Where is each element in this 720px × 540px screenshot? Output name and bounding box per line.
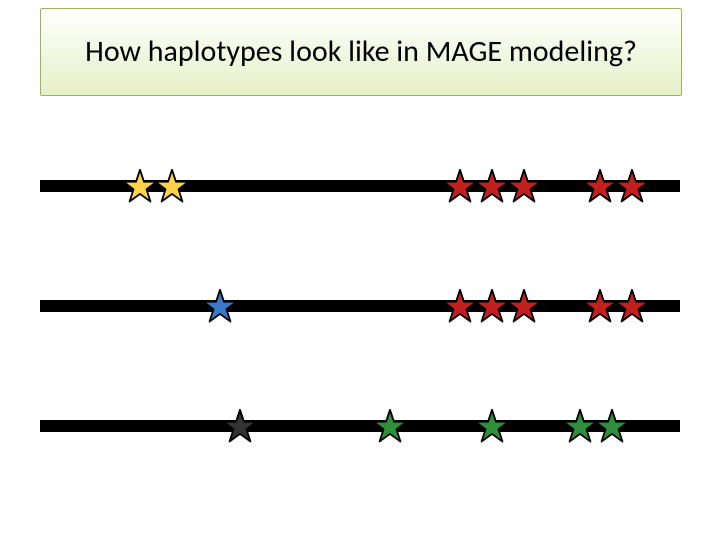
star-icon: [562, 408, 598, 444]
star-icon: [582, 168, 618, 204]
star-icon: [582, 288, 618, 324]
star-icon: [122, 168, 158, 204]
star-icon: [474, 168, 510, 204]
star-icon: [614, 168, 650, 204]
star-icon: [222, 408, 258, 444]
star-icon: [372, 408, 408, 444]
star-icon: [442, 168, 478, 204]
star-icon: [202, 288, 238, 324]
title-box: How haplotypes look like in MAGE modelin…: [40, 8, 682, 96]
star-icon: [614, 288, 650, 324]
star-icon: [506, 168, 542, 204]
star-icon: [594, 408, 630, 444]
page-title: How haplotypes look like in MAGE modelin…: [85, 35, 637, 70]
star-icon: [474, 288, 510, 324]
star-icon: [154, 168, 190, 204]
star-icon: [474, 408, 510, 444]
star-icon: [506, 288, 542, 324]
star-icon: [442, 288, 478, 324]
haplotype-diagram: [40, 150, 680, 480]
